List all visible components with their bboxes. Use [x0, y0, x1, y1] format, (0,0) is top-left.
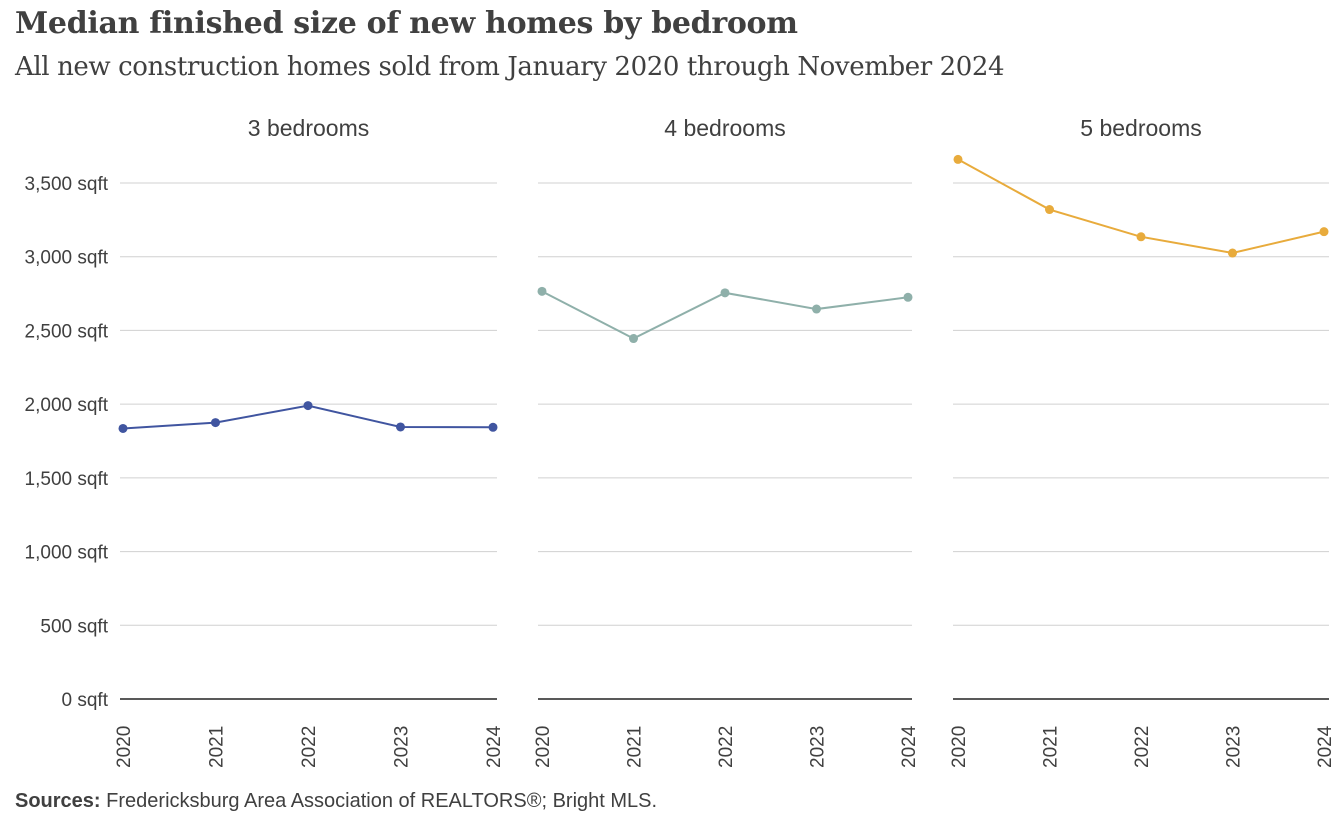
data-point	[537, 286, 547, 296]
series-line	[541, 290, 909, 340]
data-point	[396, 422, 405, 432]
x-tick-label: 2023	[808, 726, 829, 768]
x-tick-label: 2020	[114, 726, 135, 768]
panel-title: 3 bedrooms	[248, 115, 369, 141]
x-tick-label: 2023	[392, 726, 413, 768]
data-point	[953, 154, 963, 164]
data-point	[1045, 205, 1054, 215]
y-tick-label: 3,500 sqft	[25, 174, 109, 195]
data-point	[488, 422, 498, 432]
data-point	[629, 334, 638, 344]
panel-title: 4 bedrooms	[664, 115, 785, 141]
y-tick-label: 2,500 sqft	[25, 321, 109, 342]
data-point	[211, 418, 220, 428]
x-tick-label: 2021	[207, 726, 228, 768]
sources-label: Sources:	[15, 790, 101, 812]
panel-2: 4 bedrooms 2020 2021 2022 2023 2024	[533, 115, 920, 768]
data-point	[812, 304, 821, 314]
panel-3: 5 bedrooms 2020 2021 2022 2023 2024	[949, 115, 1336, 768]
x-tick-label: 2024	[1315, 725, 1336, 768]
sources-text: Fredericksburg Area Association of REALT…	[106, 790, 658, 812]
y-tick-label: 3,000 sqft	[25, 248, 109, 269]
x-tick-label: 2024	[484, 725, 505, 768]
x-tick-label: 2022	[299, 726, 320, 768]
y-tick-label: 2,000 sqft	[25, 395, 109, 416]
chart-subtitle: All new construction homes sold from Jan…	[15, 52, 1005, 82]
x-tick-label: 2024	[899, 725, 920, 768]
data-point	[903, 292, 913, 302]
y-tick-label: 0 sqft	[62, 690, 109, 711]
y-tick-label: 1,500 sqft	[25, 469, 109, 490]
data-point	[1228, 248, 1237, 258]
data-point	[303, 401, 313, 411]
data-point	[1136, 232, 1146, 242]
data-point	[720, 288, 730, 298]
y-tick-label: 1,000 sqft	[25, 543, 109, 564]
panel-title: 5 bedrooms	[1080, 115, 1201, 141]
panel-1: 3 bedrooms 2020 2021 2022 2023 2024	[114, 115, 505, 768]
x-tick-label: 2020	[949, 726, 970, 768]
y-tick-label: 500 sqft	[40, 616, 108, 637]
x-tick-label: 2023	[1224, 726, 1245, 768]
data-point	[1319, 227, 1329, 237]
chart-title: Median finished size of new homes by bed…	[15, 6, 798, 41]
x-tick-label: 2020	[533, 726, 554, 768]
sources-note: Sources: Fredericksburg Area Association…	[15, 790, 657, 813]
x-tick-label: 2021	[625, 726, 646, 768]
x-tick-label: 2021	[1041, 726, 1062, 768]
x-tick-label: 2022	[716, 726, 737, 768]
data-point	[118, 423, 128, 433]
x-tick-label: 2022	[1132, 726, 1153, 768]
